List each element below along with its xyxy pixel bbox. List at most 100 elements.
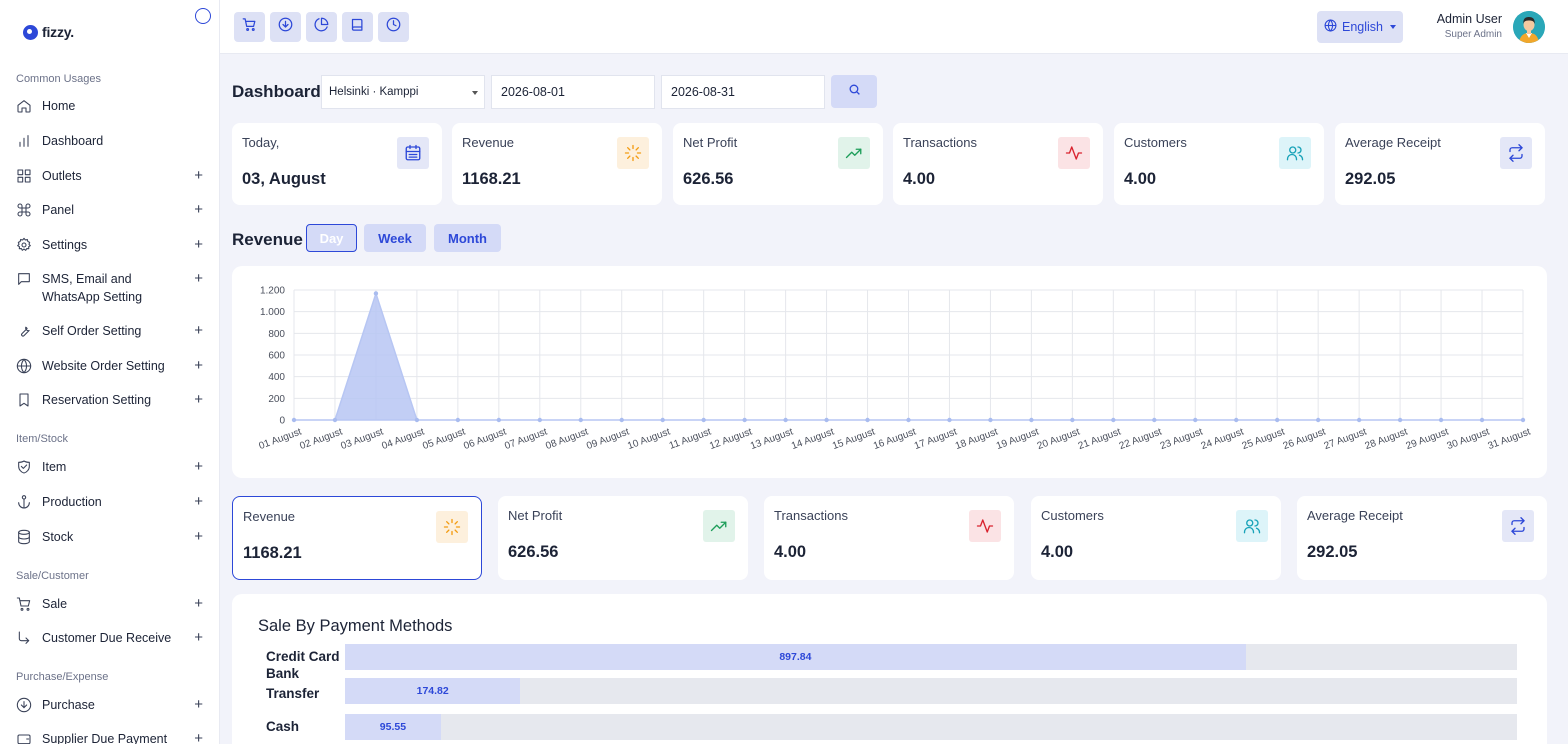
payment-methods-title: Sale By Payment Methods <box>258 617 453 635</box>
sidebar-item-website-order-setting[interactable]: Website Order Setting + <box>0 357 219 375</box>
plus-icon[interactable]: + <box>194 167 203 184</box>
page-title: Dashboard <box>232 82 321 101</box>
chart-data-point[interactable] <box>1438 417 1444 423</box>
sidebar-item-item[interactable]: Item + <box>0 458 219 476</box>
logo[interactable]: fizzy. <box>23 24 74 40</box>
plus-icon[interactable]: + <box>194 629 203 646</box>
sidebar-item-sale[interactable]: Sale + <box>0 595 219 613</box>
chart-data-point[interactable] <box>947 417 952 423</box>
chart-data-point[interactable] <box>537 417 542 423</box>
chart-data-point[interactable] <box>988 417 993 423</box>
plus-icon[interactable]: + <box>194 270 203 287</box>
plus-icon[interactable]: + <box>194 730 203 744</box>
gear-icon <box>16 237 32 253</box>
avatar[interactable] <box>1513 11 1545 43</box>
stat-card-customers[interactable]: Customers 4.00 <box>1031 496 1281 580</box>
clock-icon <box>386 17 401 37</box>
chart-data-point[interactable] <box>865 417 870 423</box>
plus-icon[interactable]: + <box>194 458 203 475</box>
chart-data-point[interactable] <box>742 417 747 423</box>
sidebar-item-home[interactable]: Home <box>0 97 219 115</box>
chart-data-point[interactable] <box>1315 417 1321 423</box>
user-info[interactable]: Admin User Super Admin <box>1437 12 1502 40</box>
chart-data-point[interactable] <box>332 417 338 423</box>
chart-data-point[interactable] <box>291 417 297 423</box>
chart-data-point[interactable] <box>578 417 583 423</box>
quick-download-circle-button[interactable] <box>270 12 301 42</box>
chart-data-point[interactable] <box>1111 417 1116 423</box>
plus-icon[interactable]: + <box>194 528 203 545</box>
chart-data-point[interactable] <box>1275 417 1280 423</box>
chart-data-point[interactable] <box>783 417 788 423</box>
sidebar-item-dashboard[interactable]: Dashboard <box>0 132 219 150</box>
sidebar-item-reservation-setting[interactable]: Reservation Setting + <box>0 391 219 409</box>
stat-card-average-receipt[interactable]: Average Receipt 292.05 <box>1297 496 1547 580</box>
sidebar-item-customer-due-receive[interactable]: Customer Due Receive + <box>0 629 219 647</box>
stat-card-value: 1168.21 <box>462 170 521 188</box>
start-date-input[interactable] <box>491 75 655 109</box>
chart-data-point[interactable] <box>1520 417 1526 423</box>
sidebar-item-outlets[interactable]: Outlets + <box>0 167 219 185</box>
chart-data-point[interactable] <box>1070 417 1075 423</box>
sidebar-item-stock[interactable]: Stock + <box>0 528 219 546</box>
chevron-down-icon <box>1390 25 1396 29</box>
chart-data-point[interactable] <box>373 291 379 296</box>
pie-chart-icon <box>314 17 329 37</box>
quick-book-button[interactable] <box>342 12 373 42</box>
sidebar-item-supplier-due-payment[interactable]: Supplier Due Payment + <box>0 730 219 744</box>
tab-week[interactable]: Week <box>364 224 426 252</box>
chart-data-point[interactable] <box>701 417 706 423</box>
language-select[interactable]: English <box>1317 11 1403 43</box>
chart-data-point[interactable] <box>1479 417 1485 423</box>
stat-card-title: Average Receipt <box>1307 508 1403 523</box>
sidebar-item-sms-email-and-whatsapp-setting[interactable]: SMS, Email and WhatsApp Setting + <box>0 270 219 306</box>
tab-day[interactable]: Day <box>306 224 357 252</box>
end-date-input[interactable] <box>661 75 825 109</box>
chart-data-point[interactable] <box>824 417 829 423</box>
stat-card-net-profit[interactable]: Net Profit 626.56 <box>498 496 748 580</box>
chart-data-point[interactable] <box>619 417 624 423</box>
sidebar-item-purchase[interactable]: Purchase + <box>0 696 219 714</box>
sidebar-item-settings[interactable]: Settings + <box>0 236 219 254</box>
plus-icon[interactable]: + <box>194 391 203 408</box>
chart-data-point[interactable] <box>1193 417 1198 423</box>
chart-x-tick-label: 19 August <box>995 426 1041 452</box>
chevron-down-icon <box>472 91 478 95</box>
stat-card-transactions[interactable]: Transactions 4.00 <box>764 496 1014 580</box>
plus-icon[interactable]: + <box>194 696 203 713</box>
chart-data-point[interactable] <box>1356 417 1362 423</box>
quick-clock-button[interactable] <box>378 12 409 42</box>
download-circle-icon <box>16 697 32 713</box>
stat-card-title: Net Profit <box>683 135 738 150</box>
chart-data-point[interactable] <box>414 417 420 423</box>
plus-icon[interactable]: + <box>194 595 203 612</box>
plus-icon[interactable]: + <box>194 493 203 510</box>
plus-icon[interactable]: + <box>194 322 203 339</box>
chart-x-tick-label: 22 August <box>1118 426 1164 452</box>
command-icon <box>16 202 32 218</box>
chart-data-point[interactable] <box>1152 417 1157 423</box>
plus-icon[interactable]: + <box>194 201 203 218</box>
quick-pie-chart-button[interactable] <box>306 12 337 42</box>
search-button[interactable] <box>831 75 877 108</box>
loader-icon <box>436 511 468 543</box>
sidebar-collapse-toggle[interactable] <box>195 8 211 24</box>
sidebar-item-production[interactable]: Production + <box>0 493 219 511</box>
stat-card-revenue[interactable]: Revenue 1168.21 <box>232 496 482 580</box>
chart-data-point[interactable] <box>1029 417 1034 423</box>
chart-data-point[interactable] <box>1397 417 1403 423</box>
quick-cart-button[interactable] <box>234 12 265 42</box>
plus-icon[interactable]: + <box>194 357 203 374</box>
chart-data-point[interactable] <box>496 417 502 423</box>
chart-data-point[interactable] <box>1234 417 1239 423</box>
outlet-select[interactable]: Helsinki · Kamppi <box>321 75 485 109</box>
sidebar-item-self-order-setting[interactable]: Self Order Setting + <box>0 322 219 340</box>
sidebar-item-panel[interactable]: Panel + <box>0 201 219 219</box>
plus-icon[interactable]: + <box>194 236 203 253</box>
payment-method-bar: 95.55 <box>345 714 441 740</box>
tab-month[interactable]: Month <box>434 224 501 252</box>
chart-data-point[interactable] <box>660 417 665 423</box>
chart-data-point[interactable] <box>455 417 461 423</box>
payment-method-track: 174.82 <box>345 678 1517 704</box>
chart-data-point[interactable] <box>906 417 911 423</box>
